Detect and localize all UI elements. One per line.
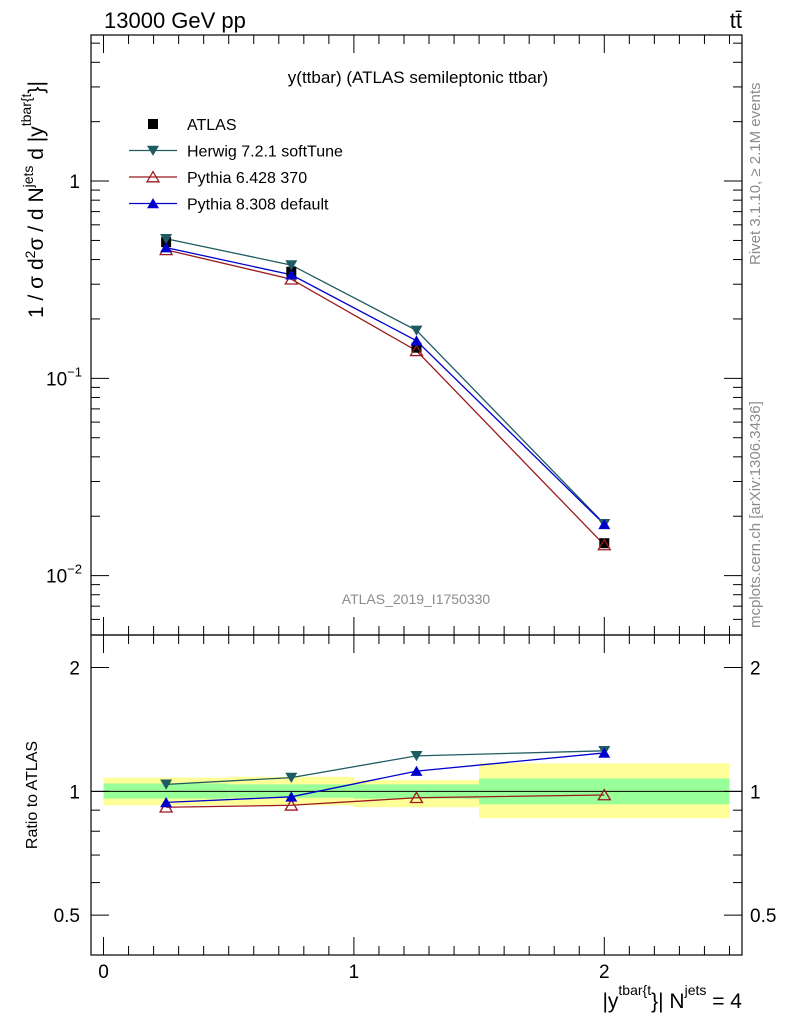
data-point	[285, 269, 298, 280]
ratio-data-point	[410, 751, 423, 762]
watermark: ATLAS_2019_I1750330	[342, 591, 491, 607]
ratio-series-line	[166, 794, 605, 808]
ratio-y-tick-label-right: 2	[750, 659, 761, 680]
header-left: 13000 GeV pp	[104, 8, 246, 33]
legend: ATLAS Herwig 7.2.1 softTune Pythia 6.428 3…	[129, 117, 343, 214]
legend-label: Pythia 8.308 default	[187, 197, 329, 214]
main-series-group	[158, 233, 612, 551]
ratio-series-line	[166, 752, 605, 804]
x-tick-label: 1	[349, 962, 360, 983]
ratio-panel: 0.5 0.5 1 1 2 2 0 1 2 Ratio to ATLAS |ytbar{t}|…	[24, 634, 777, 1013]
ratio-data-point	[409, 791, 424, 804]
ratio-y-ticks: 0.5 0.5 1 1 2 2	[54, 659, 777, 928]
y-tick-label: 10−2	[46, 562, 82, 588]
ratio-series-group	[158, 745, 612, 813]
data-point	[410, 335, 423, 346]
ratio-data-point	[160, 797, 173, 808]
ratio-data-point	[410, 765, 423, 776]
legend-label: Pythia 6.428 370	[187, 170, 307, 187]
ratio-data-point	[598, 747, 611, 758]
main-y-ticks: 1 10−1 10−2	[46, 42, 742, 636]
ratio-y-tick-label-right: 0.5	[750, 906, 776, 927]
data-point	[411, 342, 422, 353]
ratio-y-tick-label: 0.5	[54, 906, 80, 927]
series-line	[165, 238, 605, 525]
data-point	[285, 260, 298, 271]
ratio-series-line	[166, 750, 605, 785]
ratio-x-ticks: 0 1 2	[98, 635, 730, 983]
legend-marker	[147, 198, 159, 209]
ratio-data-point	[160, 779, 173, 790]
series-line	[165, 246, 605, 525]
x-axis-label: |ytbar{t}| Njets = 4	[602, 982, 742, 1013]
legend-label: Herwig 7.2.1 softTune	[187, 144, 343, 161]
legend-marker	[148, 119, 158, 129]
y-tick-label: 1	[69, 172, 80, 193]
legend-marker	[145, 170, 161, 183]
x-tick-label: 0	[98, 962, 109, 983]
ratio-y-tick-label: 2	[69, 659, 80, 680]
data-point	[597, 538, 612, 551]
ratio-y-tick-label: 1	[69, 782, 80, 803]
main-panel: 1 10−1 10−2 y(ttbar) (ATLAS semileptonic t…	[18, 34, 743, 636]
data-point	[410, 325, 423, 336]
ratio-data-point	[597, 788, 612, 801]
series-line	[165, 249, 605, 546]
header-right: tt̄	[730, 8, 742, 33]
data-point	[599, 538, 610, 549]
legend-label: ATLAS	[187, 117, 237, 134]
data-point	[160, 233, 173, 245]
ratio-y-axis-label: Ratio to ATLAS	[24, 741, 41, 849]
rivet-label: Rivet 3.1.10, ≥ 2.1M events	[747, 83, 764, 266]
mcplots-label: mcplots.cern.ch [arXiv:1306.3436]	[747, 401, 764, 628]
ratio-data-point	[284, 798, 299, 811]
ratio-y-tick-label-right: 1	[750, 782, 761, 803]
x-tick-label: 2	[599, 962, 610, 983]
ratio-data-point	[285, 772, 298, 784]
y-tick-label: 10−1	[46, 364, 82, 390]
data-point	[160, 242, 173, 253]
data-point	[409, 344, 424, 357]
data-point	[598, 518, 611, 530]
main-x-ticks	[103, 35, 730, 635]
ratio-frame	[90, 634, 743, 956]
ratio-data-point	[285, 791, 298, 802]
legend-marker	[147, 145, 159, 156]
plot-title: y(ttbar) (ATLAS semileptonic ttbar)	[288, 68, 548, 87]
main-y-axis-label: 1 / σ d2σ / d Njets d |ytbar{t}|	[18, 81, 48, 318]
